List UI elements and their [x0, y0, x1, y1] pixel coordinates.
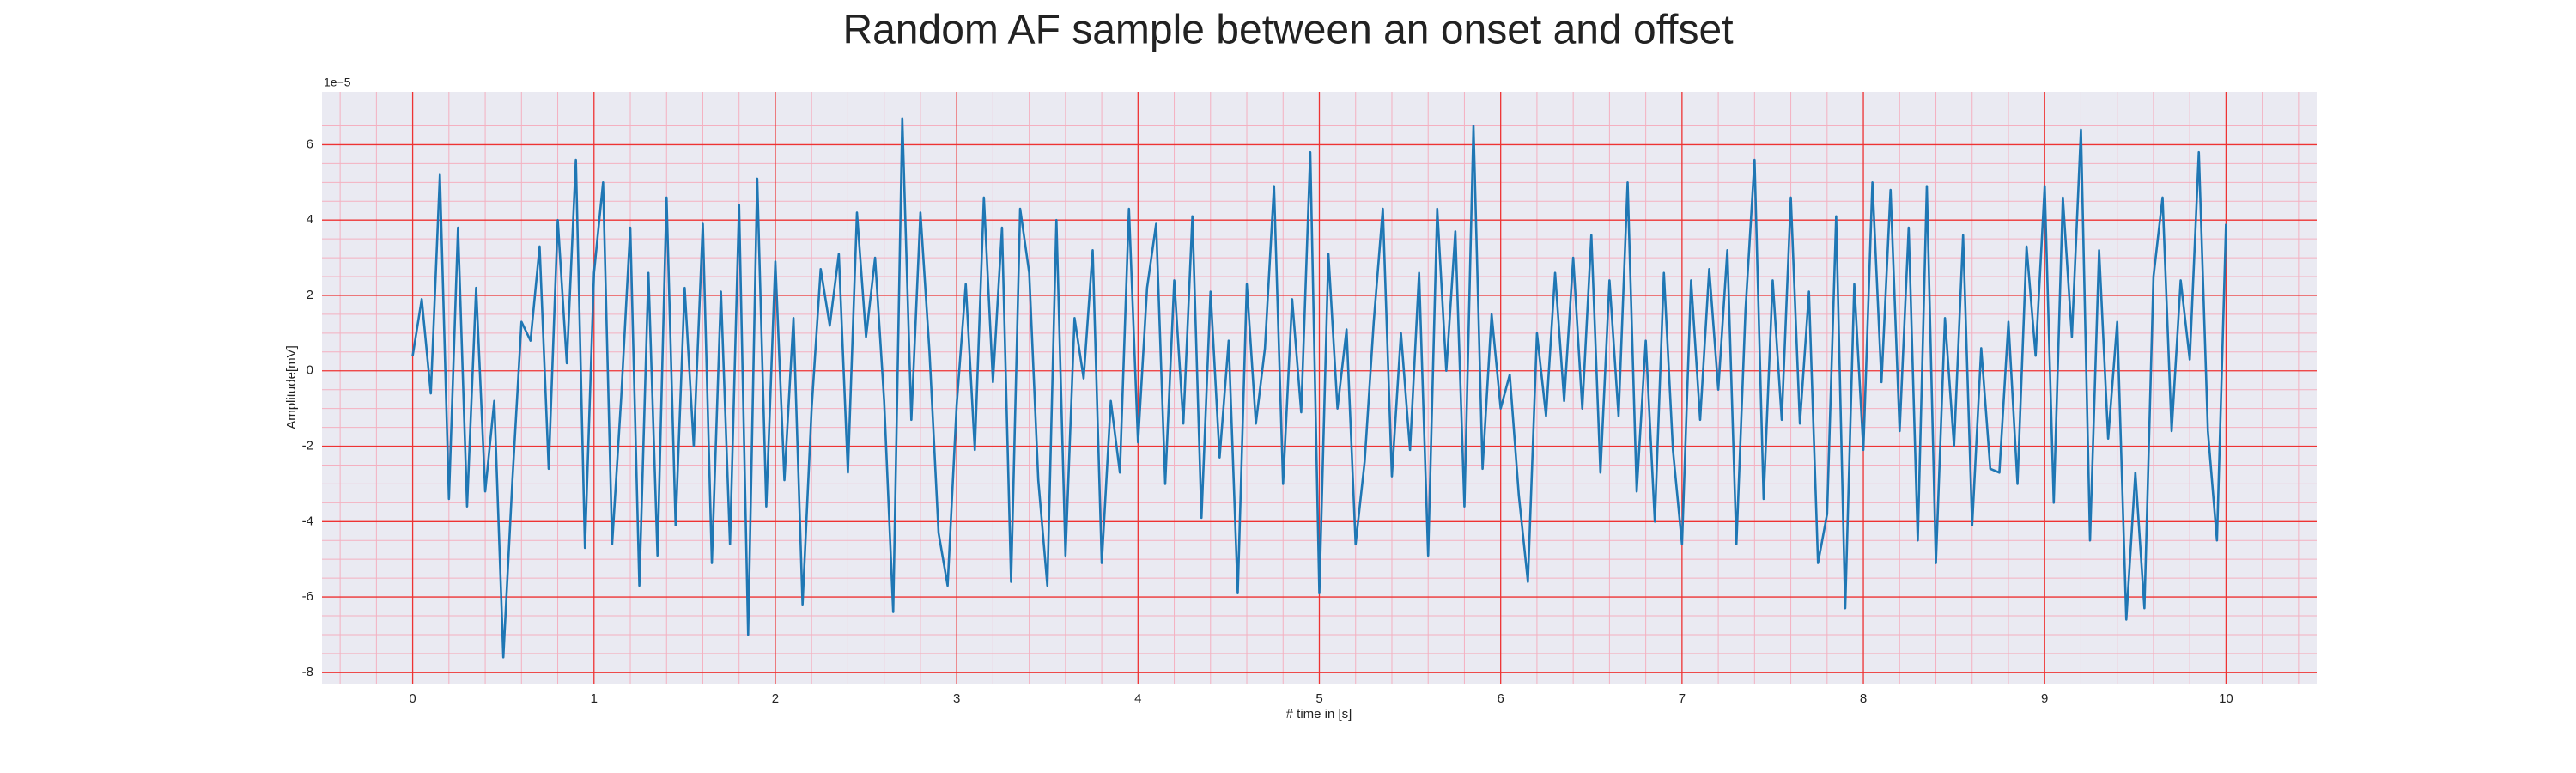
y-tick-label: 0 [307, 363, 313, 378]
marks [411, 117, 2227, 659]
y-axis-label: Amplitude[mV] [284, 345, 299, 429]
y-tick-label: 2 [307, 288, 313, 302]
y-tick-label: -4 [302, 514, 313, 528]
x-tick-label: 4 [1134, 691, 1141, 706]
y-offset-text: 1e−5 [324, 76, 351, 89]
x-tick-label: 8 [1860, 691, 1867, 706]
x-tick-label: 7 [1679, 691, 1686, 706]
x-axis-label: # time in [s] [1286, 707, 1352, 721]
y-tick-label: -8 [302, 665, 313, 679]
x-tick-label: 10 [2219, 691, 2233, 706]
x-tick-label: 2 [772, 691, 779, 706]
x-tick-label: 6 [1498, 691, 1504, 706]
chart-title: Random AF sample between an onset and of… [842, 8, 1733, 53]
x-tick-label: 0 [409, 691, 416, 706]
y-tick-label: 4 [307, 212, 313, 227]
line-series [411, 117, 2227, 659]
x-tick-label: 5 [1315, 691, 1322, 706]
y-tick-label: -2 [302, 438, 313, 453]
y-tick-label: -6 [302, 589, 313, 604]
x-tick-label: 9 [2041, 691, 2048, 706]
x-tick-label: 3 [953, 691, 960, 706]
y-tick-label: 6 [307, 137, 313, 151]
x-tick-label: 1 [591, 691, 598, 706]
